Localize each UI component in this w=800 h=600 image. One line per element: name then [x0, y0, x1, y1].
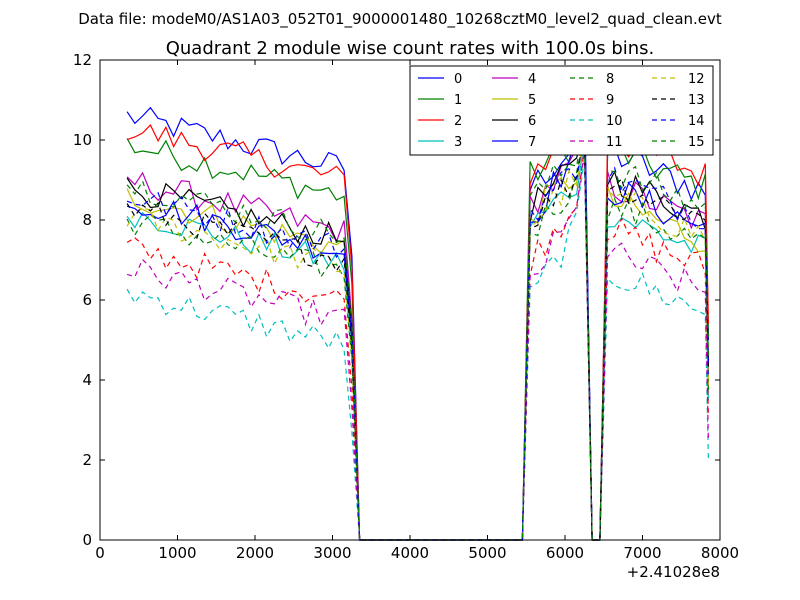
y-tick-label: 4	[82, 371, 92, 389]
legend-frame	[409, 65, 714, 156]
legend-label-4: 4	[528, 72, 536, 87]
series-line-3	[126, 139, 709, 541]
legend-label-5: 5	[528, 93, 536, 108]
legend-label-3: 3	[454, 135, 462, 150]
series-line-15	[126, 119, 709, 541]
series-line-13	[126, 135, 709, 541]
x-offset-label: +2.41028e8	[627, 563, 720, 581]
legend-label-8: 8	[606, 72, 614, 87]
legend-label-2: 2	[454, 114, 462, 129]
x-tick-label: 8000	[701, 544, 739, 562]
x-tick-label: 6000	[546, 544, 584, 562]
y-tick-label: 0	[82, 531, 92, 549]
legend-label-6: 6	[528, 114, 536, 129]
y-tick-label: 8	[82, 211, 92, 229]
legend-label-15: 15	[688, 135, 705, 150]
legend-label-14: 14	[688, 114, 705, 129]
series-line-9	[126, 147, 709, 541]
series-layer	[126, 83, 709, 541]
legend-label-9: 9	[606, 93, 614, 108]
x-ticks: 0 1000 2000 3000 4000 5000 6000 7000 8000	[95, 60, 739, 562]
x-tick-label: 0	[95, 544, 105, 562]
x-tick-label: 4000	[391, 544, 429, 562]
y-tick-label: 6	[82, 291, 92, 309]
series-line-1	[126, 107, 709, 541]
x-tick-label: 3000	[313, 544, 351, 562]
legend-label-10: 10	[606, 114, 623, 129]
y-tick-label: 12	[73, 51, 92, 69]
suptitle: Data file: modeM0/AS1A03_052T01_90000014…	[78, 10, 722, 29]
series-line-10	[126, 159, 709, 541]
x-tick-label: 5000	[468, 544, 506, 562]
y-tick-label: 10	[73, 131, 92, 149]
legend-label-13: 13	[688, 93, 705, 108]
x-tick-label: 7000	[623, 544, 661, 562]
series-line-2	[126, 103, 709, 541]
legend-label-1: 1	[454, 93, 462, 108]
legend-label-7: 7	[528, 135, 536, 150]
legend-label-12: 12	[688, 72, 705, 87]
y-tick-label: 2	[82, 451, 92, 469]
legend-label-0: 0	[454, 72, 462, 87]
series-line-8	[126, 135, 709, 541]
series-line-14	[126, 127, 709, 541]
series-line-0	[126, 99, 709, 541]
x-tick-label: 1000	[158, 544, 196, 562]
series-line-12	[126, 131, 709, 541]
legend-label-11: 11	[606, 135, 623, 150]
series-line-11	[126, 151, 709, 541]
x-tick-label: 2000	[236, 544, 274, 562]
chart-title: Quadrant 2 module wise count rates with …	[166, 38, 655, 59]
